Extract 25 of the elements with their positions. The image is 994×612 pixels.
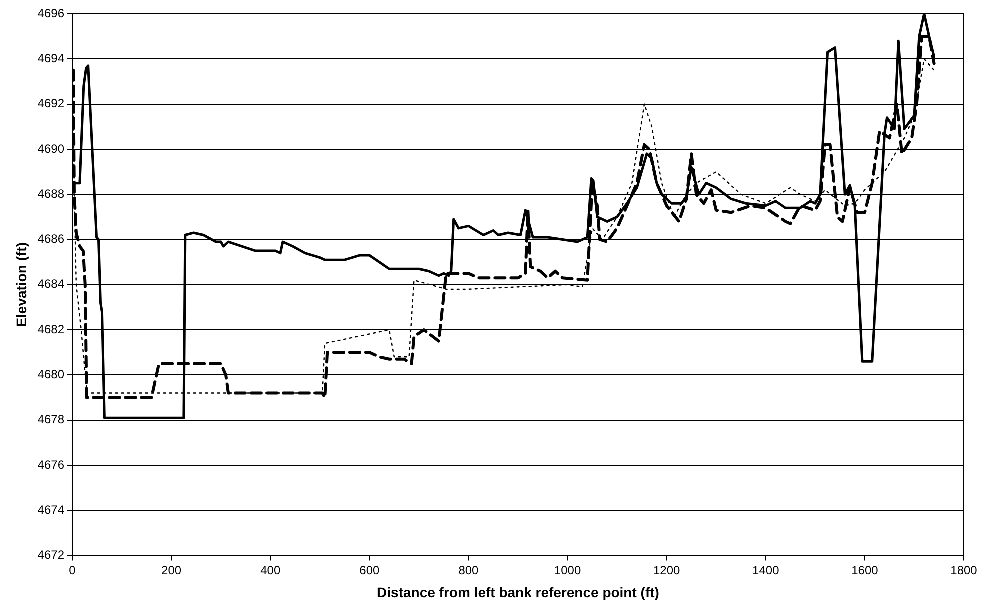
y-tick-label: 4692 — [38, 96, 65, 111]
x-tick-label: 1400 — [752, 563, 780, 578]
x-tick-label: 200 — [162, 563, 182, 578]
y-tick-label: 4690 — [38, 142, 65, 156]
x-tick-label: 1200 — [653, 563, 680, 578]
x-tick-label: 400 — [260, 563, 281, 578]
y-tick-label: 4684 — [38, 277, 65, 292]
y-tick-label: 4674 — [38, 502, 65, 517]
x-tick-label: 1800 — [950, 563, 978, 578]
y-tick-label: 4678 — [38, 412, 65, 427]
x-tick-label: 600 — [360, 563, 380, 578]
y-tick-label: 4672 — [38, 548, 65, 562]
y-tick-label: 4680 — [38, 368, 65, 382]
y-axis-title: Elevation (ft) — [13, 242, 30, 328]
y-tick-label: 4688 — [38, 186, 65, 201]
x-tick-label: 800 — [458, 563, 480, 578]
x-tick-label: 1000 — [554, 563, 582, 578]
y-tick-label: 4682 — [38, 322, 65, 336]
y-tick-label: 4696 — [38, 6, 65, 20]
y-tick-label: 4676 — [38, 458, 65, 472]
y-tick-label: 4694 — [38, 51, 65, 66]
x-tick-label: 0 — [69, 563, 76, 578]
y-tick-label: 4686 — [38, 232, 65, 246]
x-axis-title: Distance from left bank reference point (ft) — [377, 584, 660, 600]
x-tick-label: 1600 — [852, 563, 879, 578]
